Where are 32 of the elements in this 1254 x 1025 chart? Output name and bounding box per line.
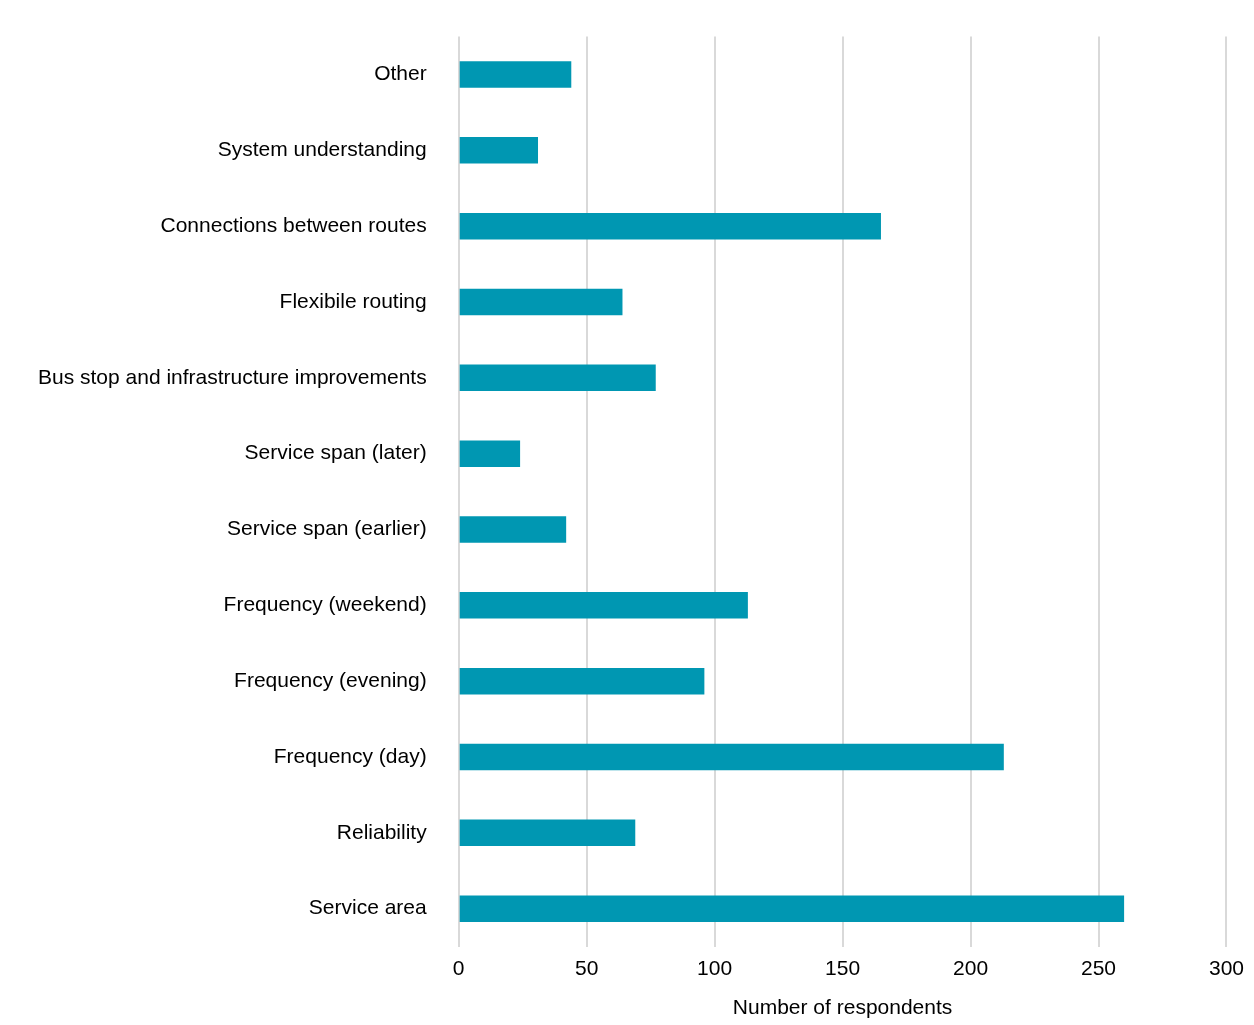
x-axis-title: Number of respondents xyxy=(732,995,953,1019)
bar xyxy=(459,895,1125,922)
bar xyxy=(459,743,1004,771)
y-tick-label: Reliability xyxy=(336,819,428,843)
x-tick-label: 0 xyxy=(452,956,465,979)
bar xyxy=(459,516,567,543)
x-tick-label: 150 xyxy=(825,956,861,979)
bar xyxy=(459,592,748,619)
bar xyxy=(459,819,636,847)
x-tick-label: 100 xyxy=(697,956,733,979)
y-tick-label: Frequency (weekend) xyxy=(223,592,427,616)
x-tick-label: 300 xyxy=(1208,956,1244,979)
y-tick-label: Other xyxy=(374,61,427,85)
bar xyxy=(459,61,572,88)
y-tick-label: Service span (later) xyxy=(244,440,427,464)
x-tick-label: 200 xyxy=(953,956,989,979)
y-tick-label: Service span (earlier) xyxy=(227,516,427,540)
y-tick-label: Bus stop and infrastructure improvements xyxy=(37,364,427,388)
y-tick-label: Flexibile routing xyxy=(279,288,427,312)
x-tick-label: 250 xyxy=(1080,956,1117,979)
bar xyxy=(459,440,521,467)
y-tick-label: Service area xyxy=(308,895,427,919)
y-tick-label: Frequency (evening) xyxy=(234,667,427,691)
y-tick-label: Connections between routes xyxy=(160,212,427,236)
bar xyxy=(459,137,539,164)
bar xyxy=(459,212,881,240)
bar xyxy=(459,288,623,316)
y-tick-label: Frequency (day) xyxy=(273,743,427,767)
bar xyxy=(459,364,656,392)
x-tick-label: 50 xyxy=(574,956,599,979)
bar xyxy=(459,667,705,695)
y-tick-label: System understanding xyxy=(217,137,427,161)
